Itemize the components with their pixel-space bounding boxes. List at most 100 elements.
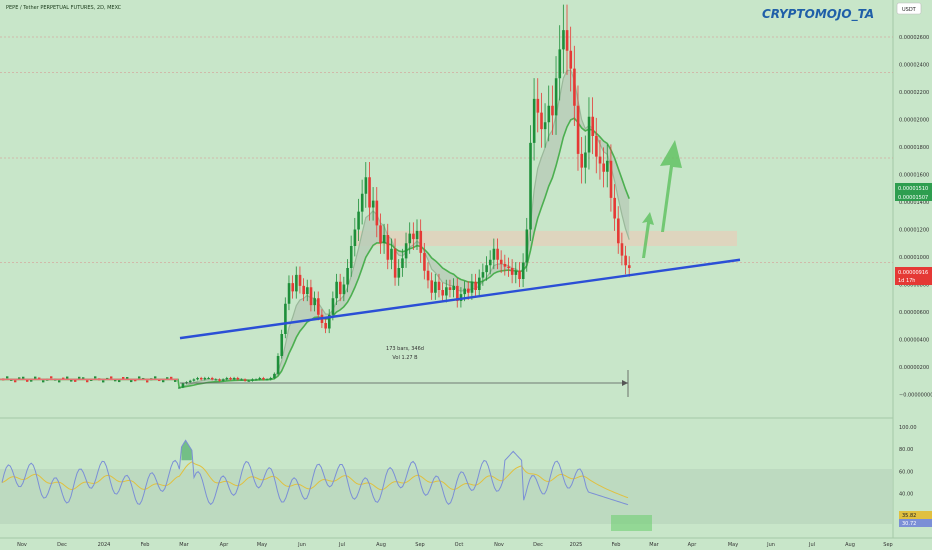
candle	[232, 378, 236, 380]
candle	[569, 50, 573, 69]
candle	[240, 379, 243, 381]
candle	[254, 379, 258, 381]
time-tick-label: Dec	[57, 542, 67, 548]
ema-slow-line	[0, 117, 630, 389]
candle	[276, 356, 280, 374]
candle	[510, 268, 514, 275]
rsi-overbought-fill	[181, 440, 192, 461]
candle	[562, 30, 565, 50]
candle	[6, 376, 9, 379]
candle	[258, 378, 262, 380]
price-axis-labels: 0.00002600 0.00002400 0.00002200 0.00002000…	[899, 35, 932, 399]
candle	[492, 248, 496, 260]
candle	[342, 284, 346, 295]
candle	[229, 378, 232, 380]
candle	[624, 255, 627, 266]
candle	[554, 78, 558, 116]
time-tick-label: Dec	[533, 542, 543, 548]
candle	[397, 268, 401, 278]
candle	[448, 287, 452, 290]
candle	[540, 112, 543, 130]
candle	[401, 258, 404, 268]
time-tick-label: May	[257, 542, 267, 548]
rsi-ma-line	[1, 461, 629, 499]
candle	[50, 376, 53, 379]
candle	[434, 281, 437, 293]
time-tick-label: Oct	[455, 542, 464, 548]
time-tick-label: Jun	[297, 542, 306, 548]
rsi-tick-label: 60.00	[899, 469, 913, 475]
candle	[236, 378, 240, 380]
time-tick-label: Mar	[649, 542, 659, 548]
candle	[162, 380, 165, 383]
rsi-band	[0, 469, 893, 524]
time-tick-label: 2025	[570, 542, 583, 548]
resistance-zone	[355, 230, 737, 246]
price-tick-label: 0.00000800	[899, 283, 929, 289]
time-tick-label: Aug	[376, 542, 386, 548]
currency-badge-label: USDT	[902, 7, 917, 13]
price-tick-label: 0.00002400	[899, 63, 929, 69]
rsi-ma-tag-bg	[899, 511, 932, 519]
reference-lines	[0, 36, 893, 263]
currency-badge[interactable]	[896, 2, 922, 15]
candle	[613, 197, 616, 219]
candle	[349, 246, 353, 268]
candle	[496, 248, 499, 260]
price-tick-label: 0.00001200	[899, 228, 929, 234]
ema-price-tag-1: 0.00001510	[898, 186, 928, 192]
candle	[368, 177, 371, 208]
candle	[192, 379, 196, 381]
candle	[251, 379, 254, 381]
candle	[207, 378, 210, 379]
measure-bars-label: 173 bars, 346d	[386, 346, 424, 352]
time-tick-label: 2024	[98, 542, 111, 548]
candle	[456, 285, 459, 301]
candle	[463, 288, 466, 295]
candle	[291, 283, 295, 292]
candle	[94, 376, 97, 379]
candle	[591, 116, 595, 136]
price-tick-label: 0.00001600	[899, 173, 929, 179]
price-tick-label: 0.00000200	[899, 365, 929, 371]
candle	[426, 270, 430, 281]
rsi-line	[1, 439, 629, 506]
candle	[247, 380, 251, 382]
candle	[243, 379, 247, 381]
candle	[273, 373, 276, 378]
candle	[408, 233, 412, 244]
time-tick-label: Sep	[415, 542, 424, 548]
candle	[210, 378, 214, 380]
rsi-tick-label: 80.00	[899, 447, 913, 453]
candle	[196, 378, 199, 380]
candle	[118, 380, 121, 383]
candle	[203, 378, 207, 380]
price-tags: 0.00001510 0.00001507 0.00000916 1d 17h	[895, 183, 932, 285]
candle	[598, 156, 602, 164]
candle	[580, 153, 584, 168]
candle	[364, 177, 368, 194]
candle	[474, 281, 477, 290]
candle	[404, 243, 408, 259]
candle	[74, 379, 77, 382]
candle	[617, 218, 620, 244]
candle	[488, 259, 492, 266]
candle	[317, 298, 320, 315]
candle	[529, 142, 532, 230]
time-tick-label: Mar	[179, 542, 189, 548]
candle	[287, 283, 291, 304]
candle	[199, 378, 203, 380]
candle	[130, 380, 133, 383]
support-trendline[interactable]	[179, 258, 741, 340]
candle	[26, 379, 29, 382]
countdown-tag: 1d 17h	[898, 278, 915, 284]
candle	[262, 378, 265, 380]
candle	[382, 235, 386, 244]
candle	[430, 280, 434, 293]
candle	[225, 378, 229, 380]
candle	[214, 379, 218, 381]
candle	[609, 160, 613, 198]
measure-tool[interactable]: 173 bars, 346d Vol 1.27 B	[180, 346, 629, 397]
candle	[602, 163, 605, 172]
